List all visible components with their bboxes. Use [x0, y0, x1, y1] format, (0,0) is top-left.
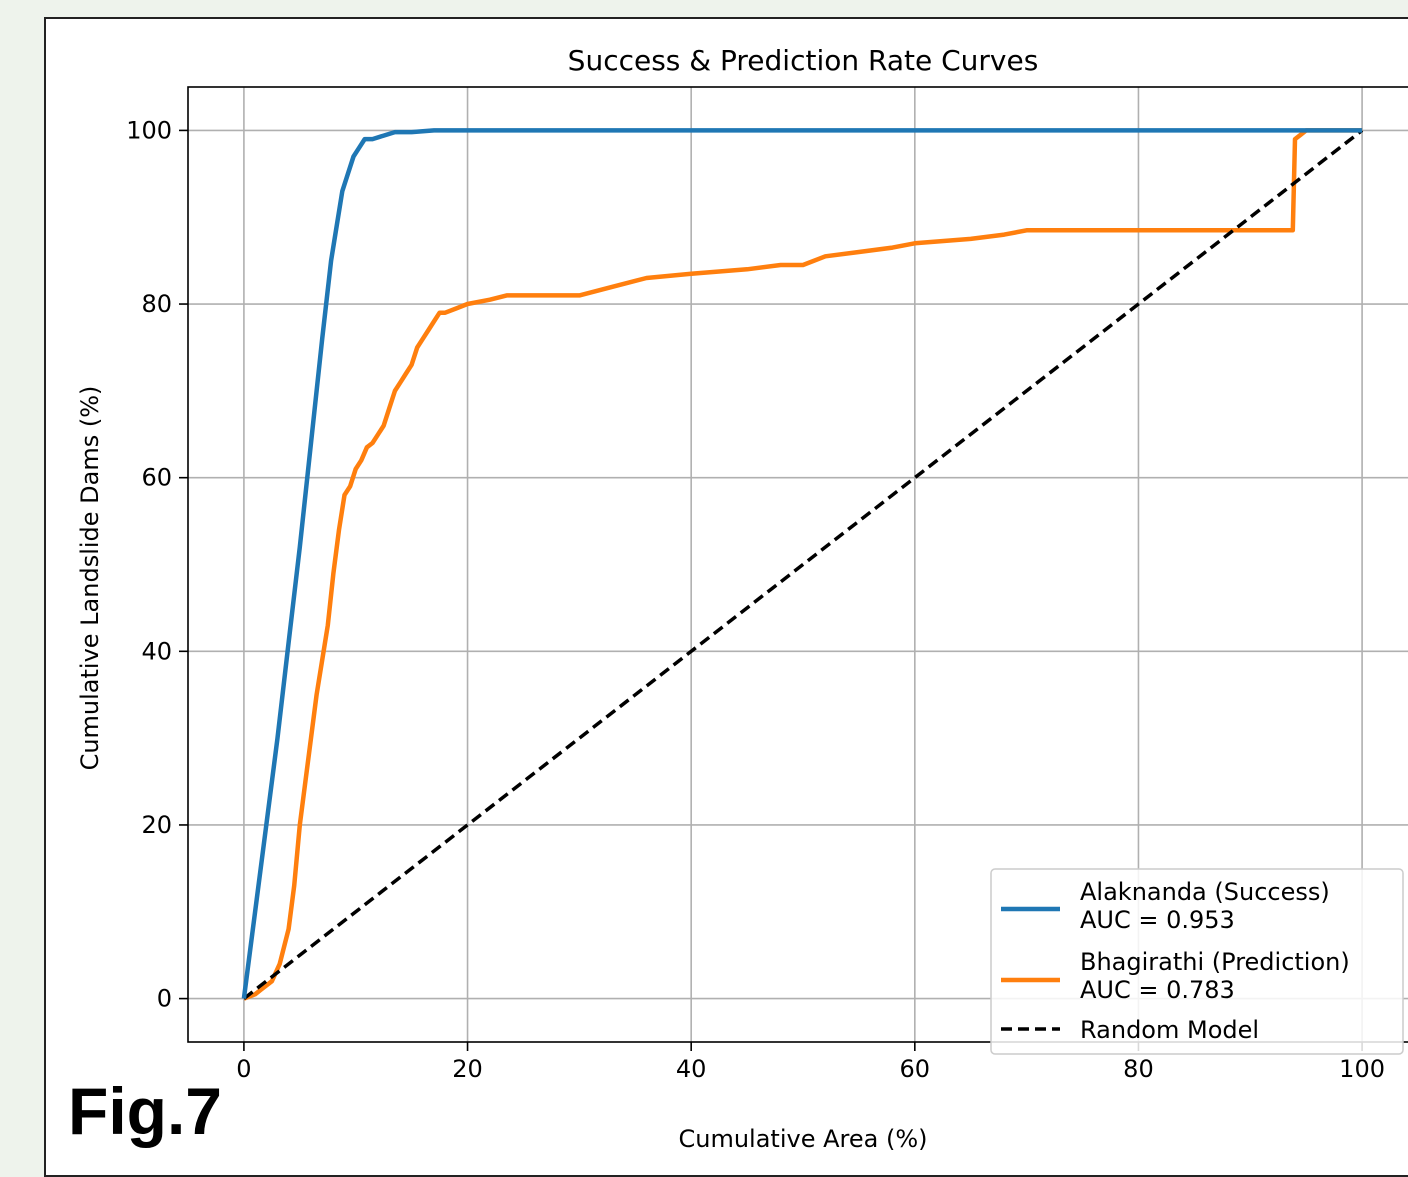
chart-title: Success & Prediction Rate Curves	[568, 44, 1039, 77]
y-tick-label: 60	[141, 464, 172, 492]
x-axis-label: Cumulative Area (%)	[679, 1125, 928, 1151]
legend-label-prediction: Bhagirathi (Prediction)	[1080, 948, 1350, 976]
axis-ticks: 0 20 40 60 80 100 0 20 40 60 80 100	[126, 116, 1385, 1083]
x-tick-label: 20	[452, 1055, 483, 1083]
chart: 0 20 40 60 80 100 0 20 40 60 80 100 Success & Predi…	[76, 44, 1408, 1151]
series-random-line	[242, 129, 1364, 1000]
series-layer	[241, 128, 1364, 1001]
plot-frame	[187, 86, 1408, 1043]
y-tick-label: 20	[141, 811, 172, 839]
legend-box	[990, 868, 1404, 1055]
x-tick-label: 100	[1339, 1055, 1385, 1083]
y-tick-label: 80	[141, 290, 172, 318]
grid	[188, 87, 1408, 1042]
x-tick-label: 80	[1123, 1055, 1154, 1083]
legend-label-random: Random Model	[1080, 1016, 1259, 1044]
series-success-line	[241, 128, 1363, 999]
x-tick-label: 60	[900, 1055, 931, 1083]
series-prediction-line	[243, 128, 1363, 1001]
y-tick-label: 40	[141, 637, 172, 665]
y-tick-label: 0	[157, 985, 172, 1013]
figure-label: Fig.7	[68, 1074, 223, 1148]
y-axis-label: Cumulative Landslide Dams (%)	[76, 386, 104, 771]
y-tick-label: 100	[126, 116, 172, 144]
legend: Alaknanda (Success) AUC = 0.953 Bhagirat…	[990, 868, 1404, 1055]
legend-auc-prediction: AUC = 0.783	[1080, 976, 1235, 1004]
legend-auc-success: AUC = 0.953	[1080, 906, 1235, 934]
x-tick-label: 40	[676, 1055, 707, 1083]
legend-label-success: Alaknanda (Success)	[1080, 878, 1330, 906]
x-tick-label: 0	[236, 1055, 251, 1083]
